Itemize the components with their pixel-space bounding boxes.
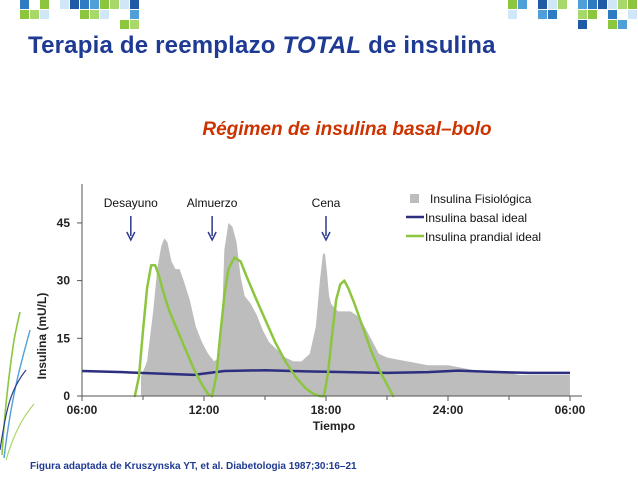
corner-cell xyxy=(40,0,49,9)
source-caption: Figura adaptada de Kruszynska YT, et al.… xyxy=(30,461,357,472)
corner-cell xyxy=(548,10,557,19)
corner-cell xyxy=(110,0,119,9)
x-tick-label: 06:00 xyxy=(555,403,586,417)
meal-label-almuerzo: Almuerzo xyxy=(187,196,238,210)
corner-cell xyxy=(588,10,597,19)
meal-arrow-head xyxy=(321,231,331,242)
legend-swatch-physiologic xyxy=(410,194,419,203)
corner-cell xyxy=(70,0,79,9)
corner-cell xyxy=(40,10,49,19)
corner-cell xyxy=(608,0,617,9)
corner-cell xyxy=(120,0,129,9)
meal-label-desayuno: Desayuno xyxy=(104,196,158,210)
legend-label: Insulina basal ideal xyxy=(425,211,527,225)
corner-decoration-left xyxy=(20,0,139,29)
corner-cell xyxy=(60,0,69,9)
corner-cell xyxy=(618,0,627,9)
series-prandial-line-2 xyxy=(210,256,326,398)
corner-cell xyxy=(628,0,637,9)
chart-title: Régimen de insulina basal–bolo xyxy=(202,119,492,140)
title-text-emphasis: TOTAL xyxy=(282,32,362,59)
corner-cell xyxy=(518,0,527,9)
x-axis-label: Tiempo xyxy=(313,419,355,433)
x-tick-label: 06:00 xyxy=(67,403,98,417)
corner-cell xyxy=(578,10,587,19)
y-tick-label: 0 xyxy=(63,389,70,403)
decorative-swirl xyxy=(0,311,35,460)
series-prandial-line-1 xyxy=(133,263,214,398)
corner-cell xyxy=(608,10,617,19)
y-tick-label: 30 xyxy=(57,274,71,288)
y-tick-label: 15 xyxy=(57,331,71,345)
y-axis-label: Insulina (mU/L) xyxy=(35,293,49,380)
corner-cell xyxy=(130,20,139,29)
legend-label: Insulina Fisiológica xyxy=(430,192,532,206)
corner-cell xyxy=(130,10,139,19)
corner-cell xyxy=(20,0,29,9)
corner-cell xyxy=(618,20,627,29)
corner-cell xyxy=(100,10,109,19)
corner-cell xyxy=(120,20,129,29)
x-tick-label: 18:00 xyxy=(311,403,342,417)
corner-cell xyxy=(558,0,567,9)
corner-cell xyxy=(90,0,99,9)
series-physiologic-area xyxy=(140,222,570,396)
meal-arrow-head xyxy=(207,231,217,242)
corner-cell xyxy=(608,20,617,29)
corner-cell xyxy=(578,20,587,29)
corner-cell xyxy=(628,10,637,19)
corner-cell xyxy=(30,10,39,19)
corner-cell xyxy=(598,0,607,9)
title-text-part2: de insulina xyxy=(361,32,496,59)
corner-cell xyxy=(80,0,89,9)
meal-label-cena: Cena xyxy=(312,196,341,210)
title-text-part1: Terapia de reemplazo xyxy=(28,32,283,59)
y-tick-label: 45 xyxy=(57,216,71,230)
meal-arrow-head xyxy=(126,231,136,242)
legend-label: Insulina prandial ideal xyxy=(425,230,541,244)
corner-decoration-right xyxy=(508,0,637,29)
x-tick-label: 12:00 xyxy=(189,403,220,417)
corner-cell xyxy=(508,0,517,9)
corner-cell xyxy=(100,0,109,9)
corner-cell xyxy=(538,0,547,9)
corner-cell xyxy=(578,0,587,9)
corner-cell xyxy=(588,0,597,9)
corner-cell xyxy=(508,10,517,19)
corner-cell xyxy=(538,10,547,19)
page-title: Terapia de reemplazo TOTAL de insulina xyxy=(28,32,496,60)
series-basal-line xyxy=(81,368,570,377)
corner-cell xyxy=(548,0,557,9)
x-tick-label: 24:00 xyxy=(433,403,464,417)
corner-cell xyxy=(130,0,139,9)
corner-cell xyxy=(80,10,89,19)
series-prandial-line-3 xyxy=(322,279,395,398)
corner-cell xyxy=(20,10,29,19)
corner-cell xyxy=(90,10,99,19)
